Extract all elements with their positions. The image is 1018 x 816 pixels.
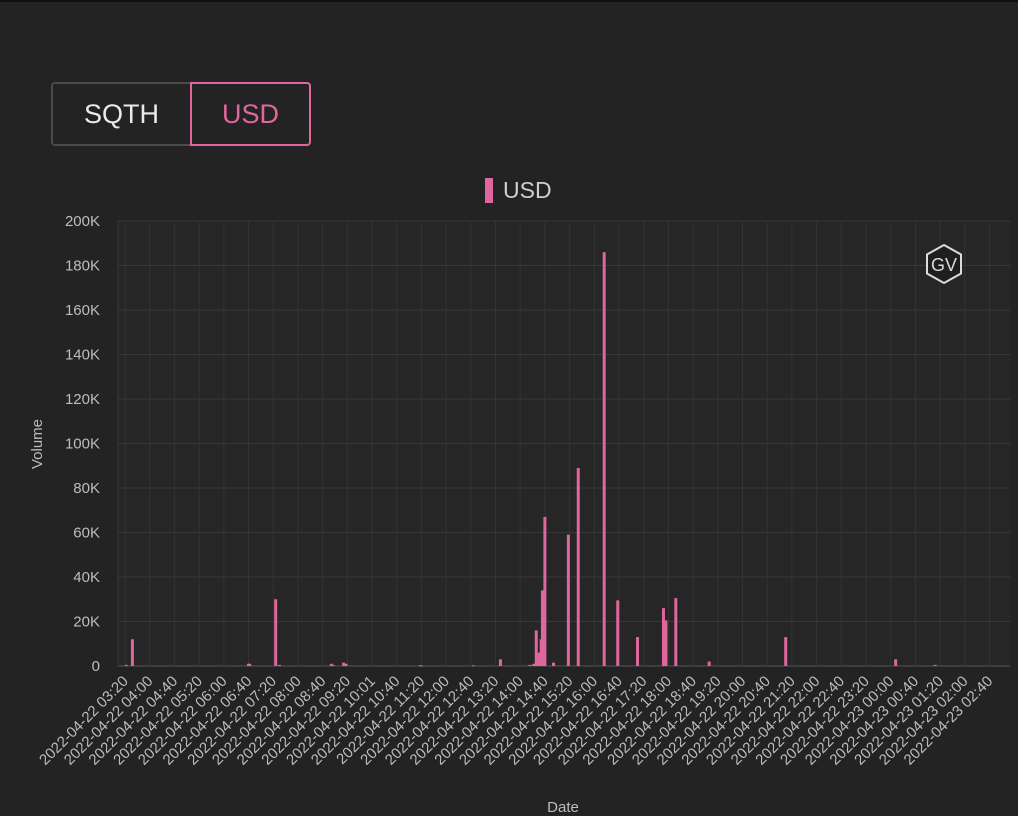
y-tick-label: 60K: [73, 525, 100, 542]
y-tick-label: 40K: [73, 569, 100, 586]
volume-bar[interactable]: [543, 516, 547, 666]
volume-bar[interactable]: [784, 637, 788, 666]
y-tick-label: 200K: [65, 213, 100, 230]
volume-bar[interactable]: [552, 662, 556, 666]
y-tick-label: 180K: [65, 258, 100, 275]
volume-bar[interactable]: [707, 661, 711, 666]
y-tick-label: 140K: [65, 347, 100, 364]
volume-bar[interactable]: [342, 662, 346, 666]
volume-bar[interactable]: [532, 663, 536, 666]
y-tick-label: 120K: [65, 391, 100, 408]
y-tick-label: 20K: [73, 614, 100, 631]
volume-bar[interactable]: [602, 252, 606, 666]
volume-bar[interactable]: [329, 663, 333, 666]
y-axis-ticks: 0 20K 40K 60K 80K 100K 120K 140K 160K 180K 200K: [65, 213, 100, 675]
toggle-sqth-button[interactable]: SQTH: [51, 82, 190, 146]
volume-bar[interactable]: [566, 534, 570, 666]
volume-bar[interactable]: [124, 664, 128, 666]
volume-bar[interactable]: [933, 664, 937, 666]
volume-bar[interactable]: [537, 652, 541, 666]
y-tick-label: 100K: [65, 436, 100, 453]
volume-bar[interactable]: [576, 467, 580, 666]
toggle-usd-button[interactable]: USD: [190, 82, 311, 146]
legend-swatch[interactable]: [485, 178, 493, 203]
volume-bar[interactable]: [344, 663, 348, 666]
volume-bar[interactable]: [130, 639, 134, 666]
chart-grid: [117, 220, 1010, 667]
currency-toggle: SQTH USD: [51, 82, 311, 146]
y-tick-label: 160K: [65, 302, 100, 319]
volume-bar[interactable]: [894, 659, 898, 666]
y-axis-title: Volume: [29, 419, 46, 469]
legend-label[interactable]: USD: [503, 177, 552, 203]
volume-bar[interactable]: [277, 664, 281, 666]
volume-bar[interactable]: [534, 630, 538, 666]
volume-bar[interactable]: [274, 599, 278, 666]
volume-bar[interactable]: [471, 665, 475, 667]
y-tick-label: 0: [92, 658, 100, 675]
volume-bar[interactable]: [248, 663, 252, 666]
volume-bar[interactable]: [419, 665, 423, 667]
volume-bar[interactable]: [661, 608, 665, 666]
volume-bar[interactable]: [616, 600, 620, 666]
y-tick-label: 80K: [73, 480, 100, 497]
volume-bar[interactable]: [498, 659, 502, 666]
volume-bar[interactable]: [331, 664, 335, 666]
chart-bars: [124, 252, 937, 667]
volume-bar[interactable]: [664, 620, 668, 666]
volume-bar[interactable]: [636, 637, 640, 666]
gv-logo-icon: GV: [926, 243, 962, 285]
volume-bar[interactable]: [540, 590, 544, 666]
volume-bar[interactable]: [528, 664, 532, 666]
x-axis-title: Date: [547, 799, 579, 816]
volume-bar[interactable]: [674, 598, 678, 666]
gv-logo-text: GV: [931, 255, 957, 275]
top-border: [0, 0, 1018, 2]
